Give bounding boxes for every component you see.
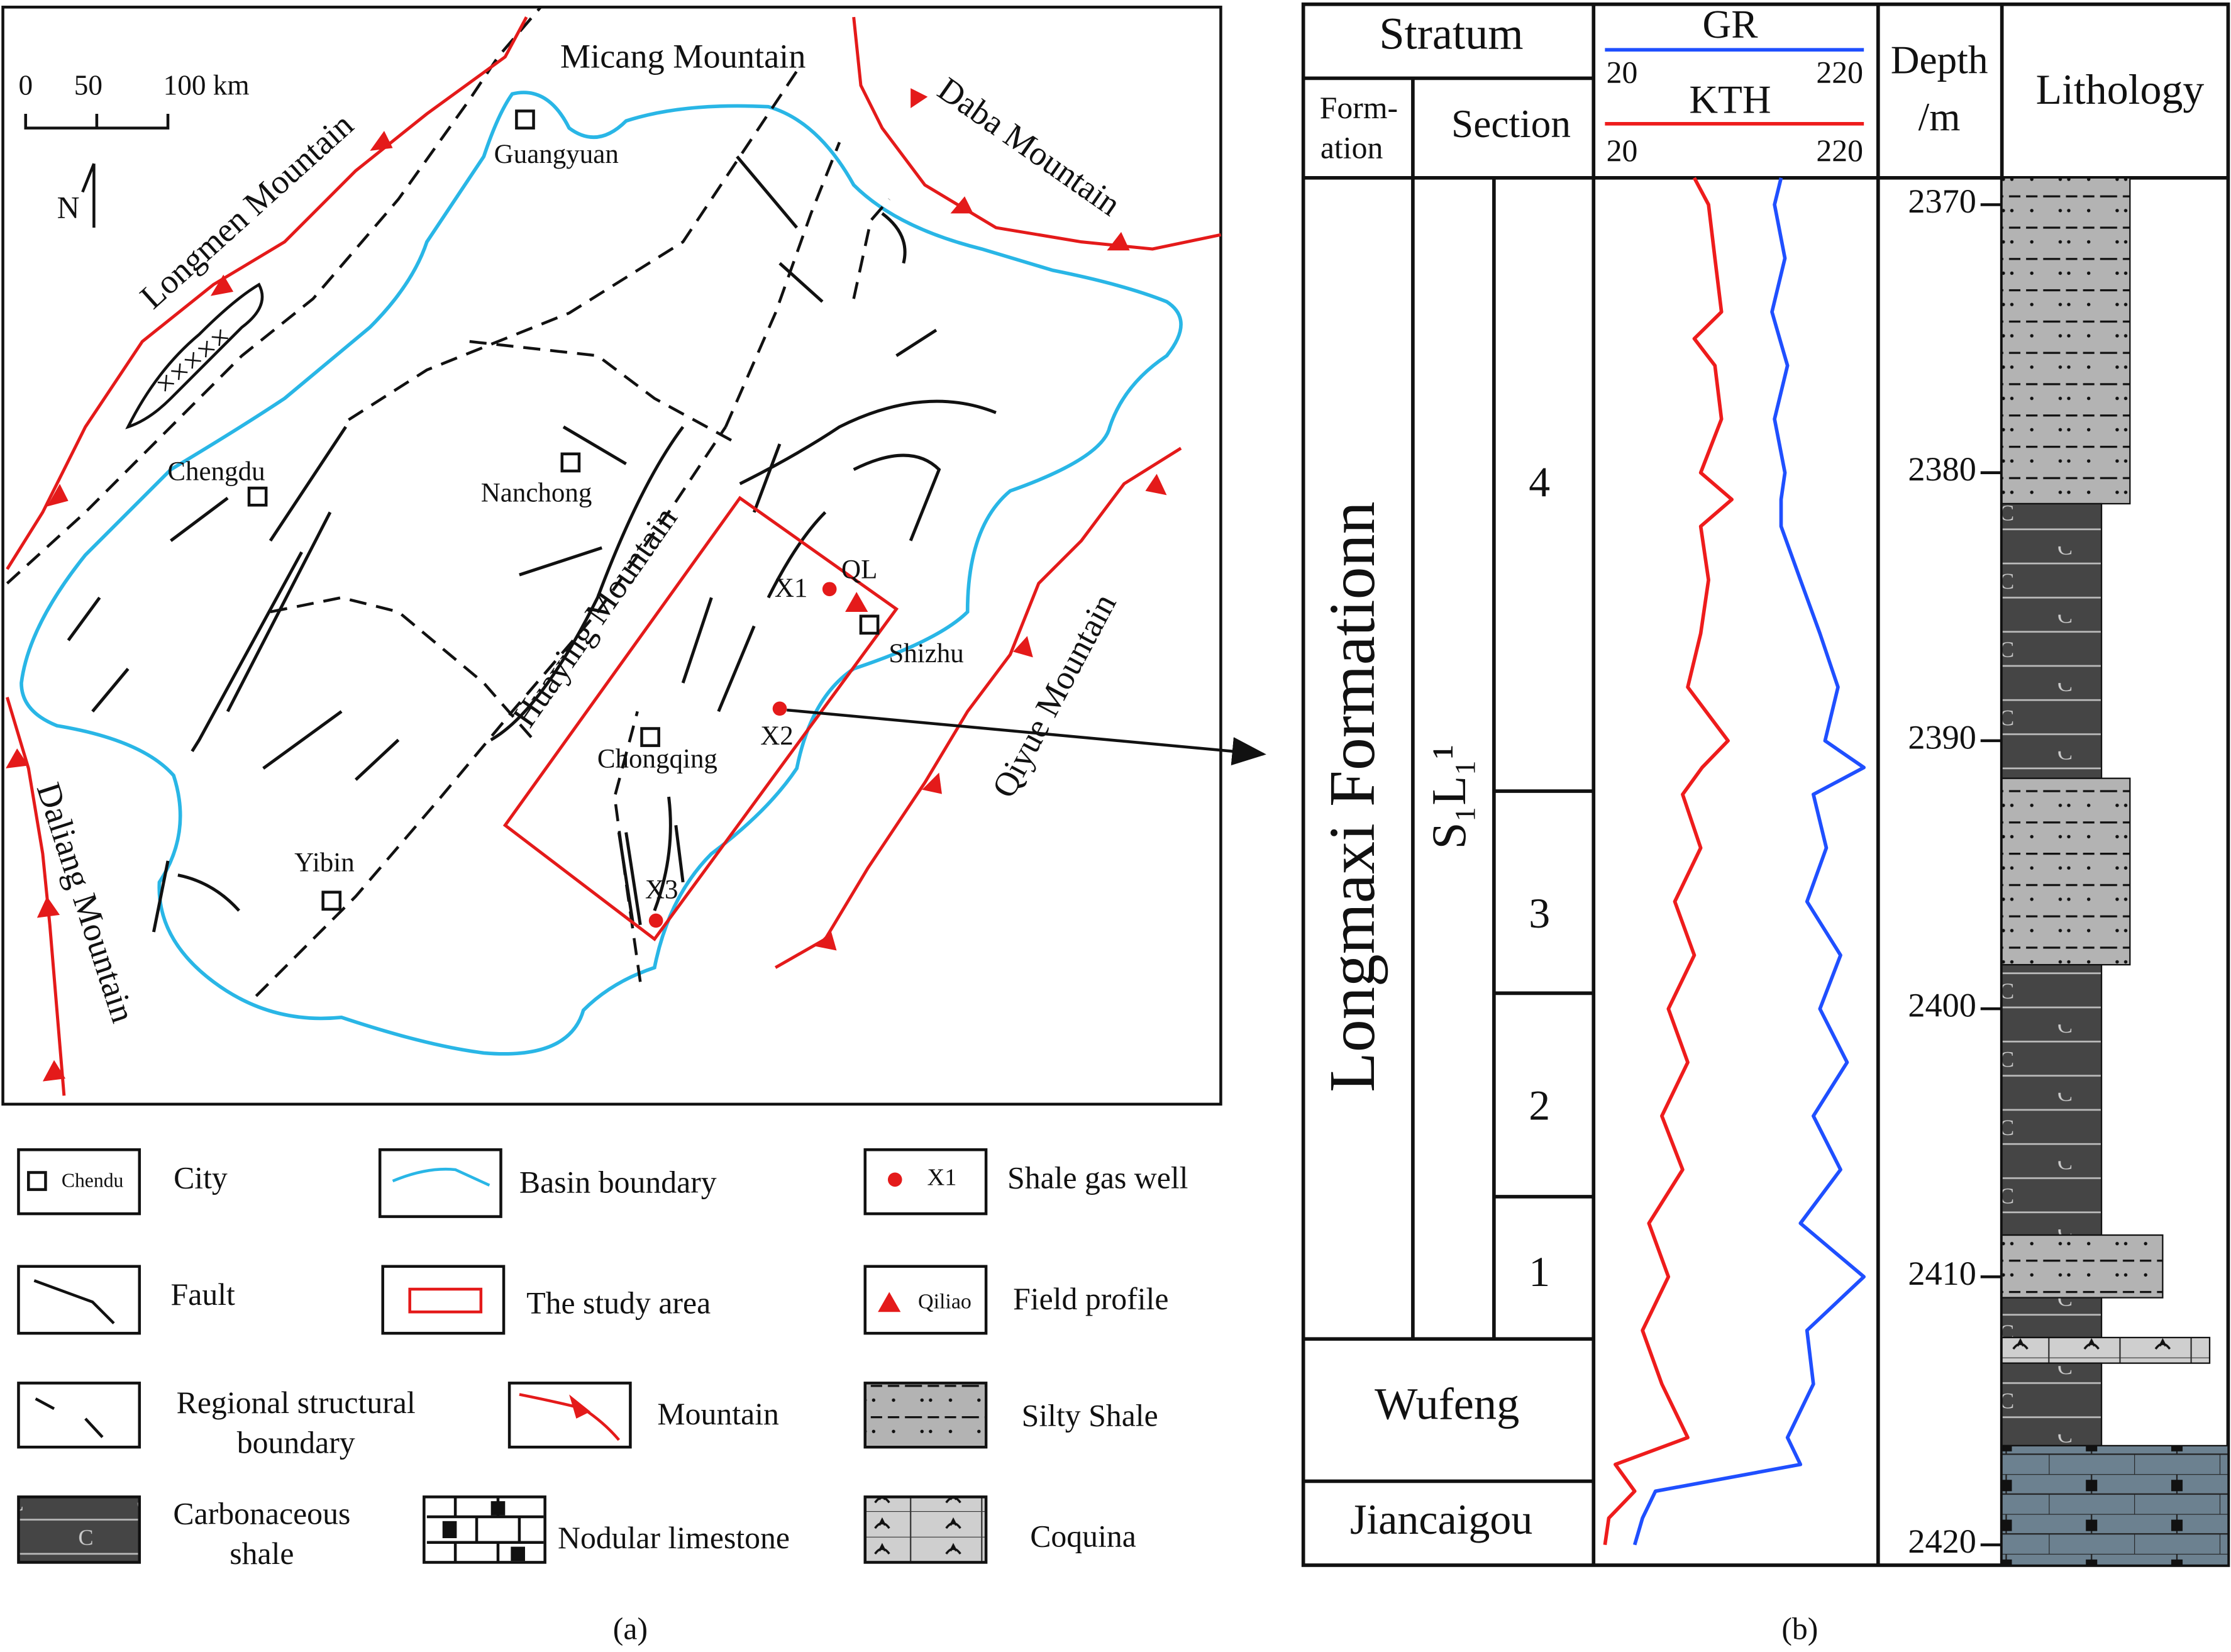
scale-bar <box>24 114 170 130</box>
cities <box>247 109 880 911</box>
map-label: Shizhu <box>889 639 963 668</box>
member: S₁L₁¹ <box>1422 745 1476 849</box>
formation: Jiancaigou <box>1350 1496 1532 1543</box>
curve-min: 20 <box>1607 133 1638 168</box>
legend-label: Carbonaceous <box>173 1496 350 1531</box>
scale-label: 0 <box>18 70 33 101</box>
section-label: 1 <box>1529 1248 1550 1295</box>
map-label: Qiyue Mountain <box>985 587 1124 804</box>
legend-label: The study area <box>526 1286 711 1321</box>
map-label: Chengdu <box>167 457 265 486</box>
log-curve <box>1632 177 1866 1546</box>
curve-name: GR <box>1702 3 1758 47</box>
legend-label: City <box>174 1160 228 1195</box>
lithology <box>2001 177 2229 1566</box>
curve-max: 220 <box>1816 55 1863 89</box>
caption: (b) <box>1781 1612 1818 1646</box>
granite-body <box>125 282 264 430</box>
legend-boxes <box>17 1148 988 1564</box>
map-label: X1 <box>775 574 808 603</box>
mountain-ticks <box>6 88 1167 1082</box>
legend-label: shale <box>230 1536 294 1571</box>
north-label: N <box>57 190 80 225</box>
scale-label: 50 <box>74 70 102 101</box>
legend-sample: X1 <box>927 1165 956 1191</box>
legend-label: Nodular limestone <box>558 1521 790 1555</box>
formation: Longmaxi Formationn <box>1315 501 1388 1092</box>
legend-label: Regional structural <box>177 1385 416 1420</box>
regional-boundaries <box>6 6 890 997</box>
legend-field <box>878 1292 901 1312</box>
section-label: 3 <box>1529 890 1550 937</box>
depth-label: 2390 <box>1908 718 1976 756</box>
map-label: Yibin <box>294 848 355 878</box>
depth-label: 2380 <box>1908 450 1976 488</box>
legend-sample: Chendu <box>62 1170 124 1192</box>
curve-min: 20 <box>1607 55 1638 89</box>
scale-label: 100 km <box>163 70 250 101</box>
header: Depth <box>1891 38 1988 82</box>
header: Lithology <box>2036 66 2205 113</box>
map: ××××× <box>1 6 1266 1106</box>
header: Stratum <box>1379 8 1523 59</box>
legend-label: Basin boundary <box>519 1165 717 1199</box>
north-arrow <box>81 163 96 228</box>
study-area <box>502 496 899 941</box>
curve-name: KTH <box>1689 78 1771 122</box>
map-label: Daba Mountain <box>931 70 1127 223</box>
legend-sample: Qiliao <box>918 1290 972 1313</box>
map-label: Guangyuan <box>494 140 619 169</box>
legend-label: boundary <box>237 1425 355 1460</box>
map-label: Micang Mountain <box>560 38 806 75</box>
map-label: Nanchong <box>481 478 592 507</box>
depth-label: 2410 <box>1908 1255 1976 1292</box>
legend-label: Fault <box>171 1277 235 1312</box>
pointer-arrow <box>787 708 1266 766</box>
map-label: X3 <box>645 875 678 905</box>
legend-label: Mountain <box>657 1397 779 1431</box>
depth-label: 2370 <box>1908 182 1976 220</box>
header: Section <box>1451 102 1571 146</box>
caption: (a) <box>613 1612 648 1646</box>
depth-label: 2400 <box>1908 987 1976 1024</box>
legend-label: Field profile <box>1013 1282 1168 1316</box>
basin-boundary <box>19 91 1183 1056</box>
map-label: QL <box>841 555 877 584</box>
header: /m <box>1918 95 1961 139</box>
log-curve <box>1603 177 1734 1546</box>
legend-label: Silty Shale <box>1022 1398 1158 1433</box>
section-label: 2 <box>1529 1082 1550 1129</box>
section-label: 4 <box>1529 458 1550 506</box>
map-frame <box>1 6 1222 1106</box>
curve-max: 220 <box>1816 133 1863 168</box>
legend-well <box>887 1172 902 1187</box>
header: Form- <box>1320 91 1398 125</box>
legend-label: Coquina <box>1030 1519 1136 1554</box>
depth-label: 2420 <box>1908 1522 1976 1560</box>
granite-symbols: ××××× <box>148 319 238 402</box>
wells <box>648 582 868 928</box>
legend-label: Shale gas well <box>1007 1160 1188 1195</box>
faults <box>67 155 997 933</box>
formation: Wufeng <box>1375 1378 1519 1429</box>
column-frame <box>1301 2 2230 1567</box>
header: ation <box>1320 130 1383 165</box>
map-label: X2 <box>760 721 794 751</box>
map-label: Chongqing <box>597 744 717 773</box>
